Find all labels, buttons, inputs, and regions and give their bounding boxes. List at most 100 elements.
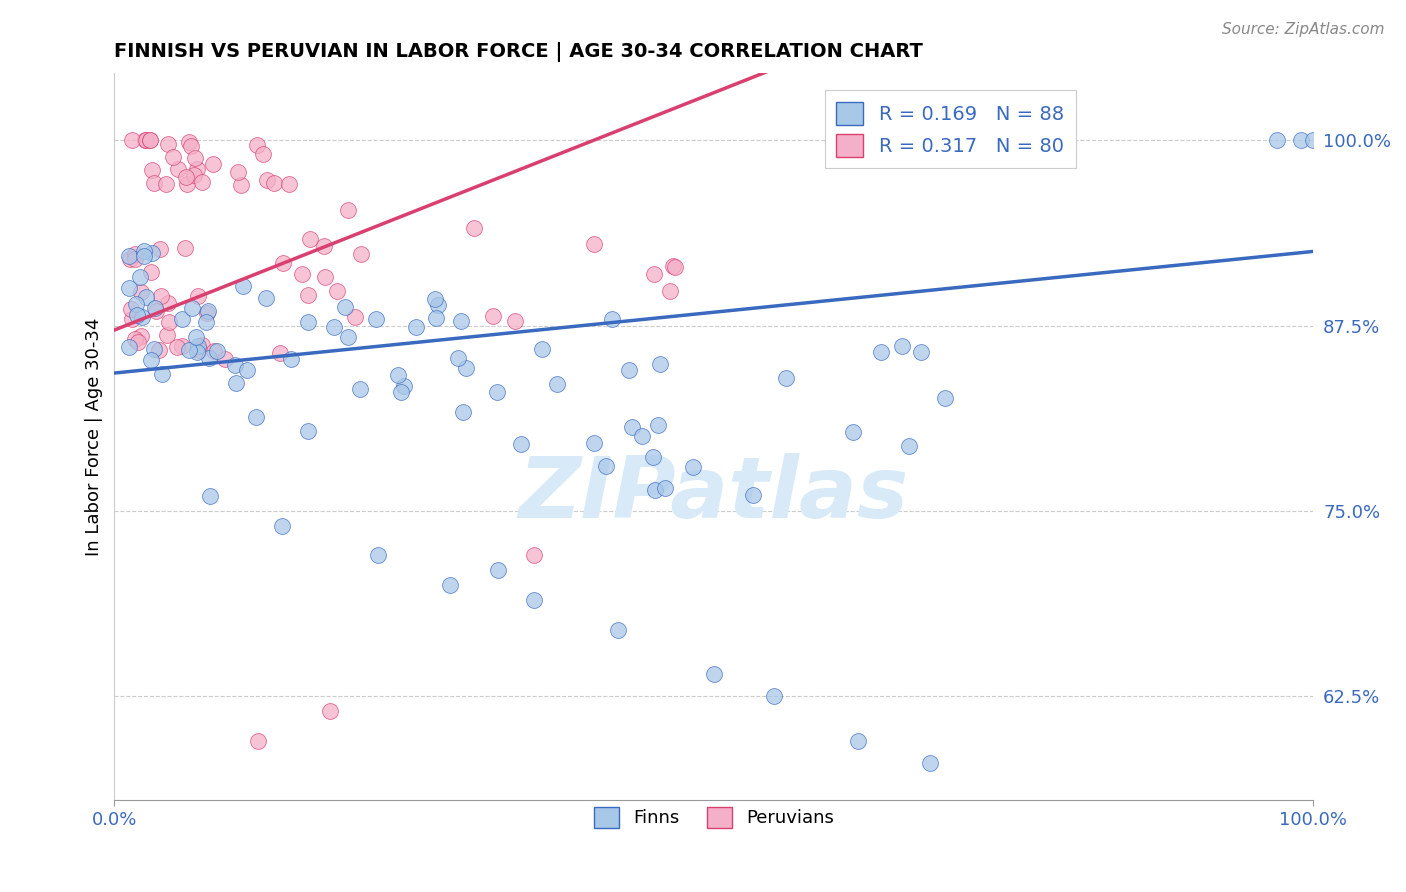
Point bbox=[606, 623, 628, 637]
Point bbox=[367, 549, 389, 563]
Point bbox=[170, 312, 193, 326]
Point bbox=[236, 363, 259, 377]
Point bbox=[120, 252, 142, 266]
Point bbox=[297, 315, 319, 329]
Point bbox=[621, 419, 644, 434]
Point bbox=[682, 459, 704, 474]
Point bbox=[297, 288, 319, 302]
Point bbox=[129, 285, 152, 299]
Point bbox=[247, 734, 270, 748]
Point bbox=[176, 178, 198, 192]
Point bbox=[124, 332, 146, 346]
Text: Source: ZipAtlas.com: Source: ZipAtlas.com bbox=[1222, 22, 1385, 37]
Point bbox=[658, 285, 681, 299]
Point bbox=[263, 176, 285, 190]
Point bbox=[644, 483, 666, 497]
Point bbox=[194, 316, 217, 330]
Point bbox=[326, 285, 349, 299]
Point bbox=[910, 345, 932, 359]
Point bbox=[389, 385, 412, 400]
Point bbox=[319, 704, 342, 718]
Point bbox=[650, 357, 672, 371]
Point bbox=[523, 549, 546, 563]
Text: ZIPatlas: ZIPatlas bbox=[519, 453, 908, 536]
Point bbox=[177, 136, 200, 150]
Point bbox=[647, 418, 669, 433]
Point bbox=[425, 311, 447, 326]
Point bbox=[143, 342, 166, 356]
Point bbox=[180, 138, 202, 153]
Point bbox=[141, 246, 163, 260]
Point bbox=[139, 352, 162, 367]
Point bbox=[127, 334, 149, 349]
Point bbox=[186, 161, 208, 176]
Point bbox=[207, 343, 229, 358]
Point bbox=[124, 252, 146, 267]
Point bbox=[486, 563, 509, 577]
Point bbox=[138, 133, 160, 147]
Point bbox=[546, 377, 568, 392]
Point bbox=[142, 176, 165, 190]
Point bbox=[846, 734, 869, 748]
Point bbox=[426, 298, 449, 312]
Point bbox=[125, 308, 148, 322]
Point bbox=[1302, 133, 1324, 147]
Point bbox=[166, 340, 188, 354]
Point bbox=[280, 352, 302, 367]
Point bbox=[188, 343, 211, 357]
Point bbox=[121, 133, 143, 147]
Point bbox=[187, 339, 209, 353]
Point bbox=[138, 133, 160, 147]
Point bbox=[155, 178, 177, 192]
Point bbox=[195, 305, 218, 319]
Point bbox=[405, 320, 427, 334]
Point bbox=[271, 256, 294, 270]
Point bbox=[485, 384, 508, 399]
Point bbox=[269, 346, 291, 360]
Point bbox=[170, 339, 193, 353]
Point bbox=[191, 337, 214, 351]
Point bbox=[156, 296, 179, 310]
Point bbox=[226, 165, 249, 179]
Point bbox=[291, 267, 314, 281]
Point bbox=[523, 593, 546, 607]
Point bbox=[918, 756, 941, 771]
Point bbox=[741, 488, 763, 502]
Point bbox=[157, 315, 180, 329]
Point bbox=[703, 667, 725, 681]
Point bbox=[322, 319, 344, 334]
Point bbox=[450, 314, 472, 328]
Point bbox=[254, 291, 277, 305]
Point bbox=[600, 312, 623, 326]
Point bbox=[125, 297, 148, 311]
Point bbox=[121, 312, 143, 326]
Point bbox=[145, 303, 167, 318]
Point bbox=[148, 343, 170, 357]
Point bbox=[394, 379, 416, 393]
Point bbox=[139, 265, 162, 279]
Point bbox=[453, 405, 475, 419]
Point bbox=[439, 578, 461, 592]
Point bbox=[762, 690, 785, 704]
Point bbox=[181, 301, 204, 316]
Point bbox=[349, 382, 371, 396]
Point bbox=[641, 450, 664, 464]
Point bbox=[934, 392, 956, 406]
Point bbox=[256, 173, 278, 187]
Point bbox=[118, 340, 141, 354]
Point bbox=[312, 238, 335, 252]
Point bbox=[129, 328, 152, 343]
Point bbox=[297, 424, 319, 438]
Point bbox=[149, 289, 172, 303]
Point bbox=[654, 481, 676, 495]
Point bbox=[157, 136, 180, 151]
Point bbox=[166, 162, 188, 177]
Point bbox=[141, 163, 163, 178]
Point bbox=[120, 301, 142, 316]
Point bbox=[463, 221, 485, 235]
Point bbox=[1291, 133, 1313, 147]
Point bbox=[314, 270, 336, 285]
Point bbox=[335, 300, 357, 314]
Point bbox=[278, 178, 301, 192]
Point bbox=[124, 247, 146, 261]
